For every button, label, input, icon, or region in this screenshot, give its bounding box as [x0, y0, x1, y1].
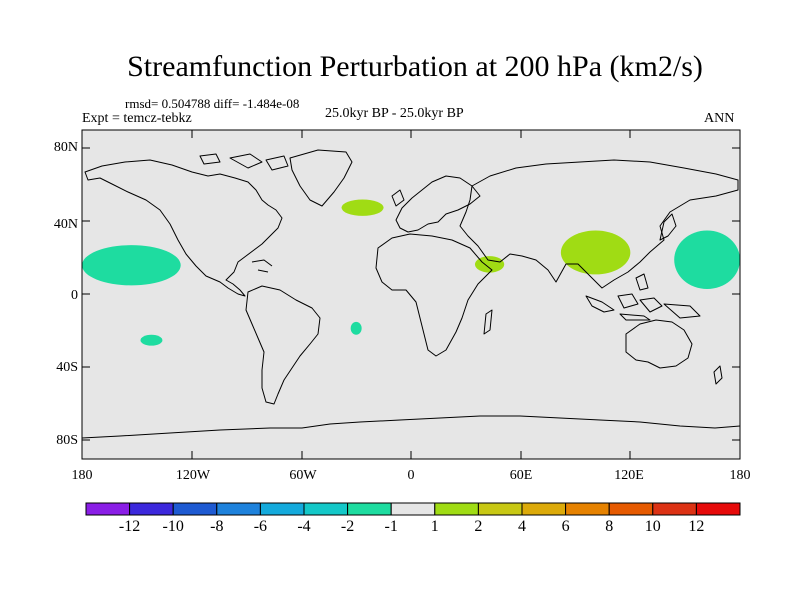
anomaly-north-pacific-east-negative [82, 245, 181, 286]
lon-label-180w: 180 [71, 468, 93, 483]
colorbar-label: -12 [118, 518, 141, 535]
colorbar-swatch [216, 502, 261, 516]
coastline-africa [375, 233, 493, 357]
colorbar-swatch [303, 502, 349, 516]
map-title: Streamfunction Perturbation at 200 hPa (… [127, 50, 703, 83]
colorbar-label: 2 [474, 518, 483, 535]
colorbar-label: 1 [430, 518, 439, 535]
lat-label-80n: 80N [53, 140, 78, 155]
lat-label-0: 0 [71, 288, 78, 303]
lat-label-40s: 40S [56, 360, 78, 375]
anomaly-arabia-positive [474, 256, 505, 273]
colorbar-label: -1 [384, 518, 398, 535]
colorbar-swatch [521, 502, 567, 516]
coastline-new-zealand [713, 365, 723, 385]
colorbar [85, 502, 741, 516]
anomaly-tibet-positive [560, 230, 631, 275]
lon-label-180e: 180 [729, 468, 751, 483]
anomaly-north-atlantic-positive [341, 199, 384, 216]
coastline-arctic-islands [199, 153, 289, 171]
colorbar-swatch [172, 502, 218, 516]
coastline-australia [625, 319, 693, 369]
colorbar-swatch [434, 502, 479, 516]
colorbar-swatch [695, 502, 741, 516]
coastline-north-america [84, 159, 283, 297]
stats-label: rmsd= 0.504788 diff= -1.484e-08 [125, 96, 300, 111]
colorbar-swatch [477, 502, 523, 516]
colorbar-label: -6 [253, 518, 268, 535]
coastline-asia [459, 159, 739, 289]
lon-label-60e: 60E [509, 468, 533, 483]
colorbar-label: 4 [518, 518, 526, 535]
colorbar-swatch [565, 502, 610, 516]
colorbar-swatch [347, 502, 392, 516]
lon-label-0: 0 [407, 468, 415, 483]
colorbar-swatch [259, 502, 305, 516]
colorbar-swatch [390, 502, 436, 516]
lat-label-80s: 80S [56, 433, 78, 448]
coastline-japan [659, 213, 677, 241]
coastline-antarctica [82, 415, 740, 439]
coastline-caribbean [251, 259, 273, 273]
coastline-europe [395, 175, 481, 233]
coastline-madagascar [483, 309, 493, 335]
colorbar-label: -4 [297, 518, 311, 535]
anomaly-west-pacific-negative [674, 230, 740, 290]
colorbar-swatch [652, 502, 697, 516]
colorbar-swatch [608, 502, 654, 516]
colorbar-label: 6 [561, 518, 570, 535]
lon-label-120e: 120E [614, 468, 644, 483]
coastline-british-isles [391, 189, 405, 207]
colorbar-label: 10 [644, 518, 661, 535]
colorbar-swatch [129, 502, 174, 516]
anomaly-south-atlantic-negative [350, 321, 362, 335]
map-background [82, 130, 740, 459]
coastline-south-america [245, 285, 321, 405]
colorbar-label: 8 [605, 518, 614, 535]
anomaly-south-pacific-negative [140, 334, 163, 346]
colorbar-label: -2 [340, 518, 355, 535]
coastline-greenland [289, 149, 353, 207]
season-label: ANN [704, 111, 735, 126]
colorbar-label: -8 [210, 518, 224, 535]
lon-label-60w: 60W [289, 468, 317, 483]
colorbar-label: 12 [688, 518, 705, 535]
colorbar-label: -10 [162, 518, 184, 535]
lat-label-40n: 40N [53, 217, 78, 232]
lon-label-120w: 120W [175, 468, 211, 483]
experiment-label: Expt = temcz-tebkz [82, 111, 192, 126]
coastline-maritime-continent [585, 273, 701, 321]
period-label: 25.0kyr BP - 25.0kyr BP [325, 106, 464, 121]
colorbar-swatch [85, 502, 131, 516]
